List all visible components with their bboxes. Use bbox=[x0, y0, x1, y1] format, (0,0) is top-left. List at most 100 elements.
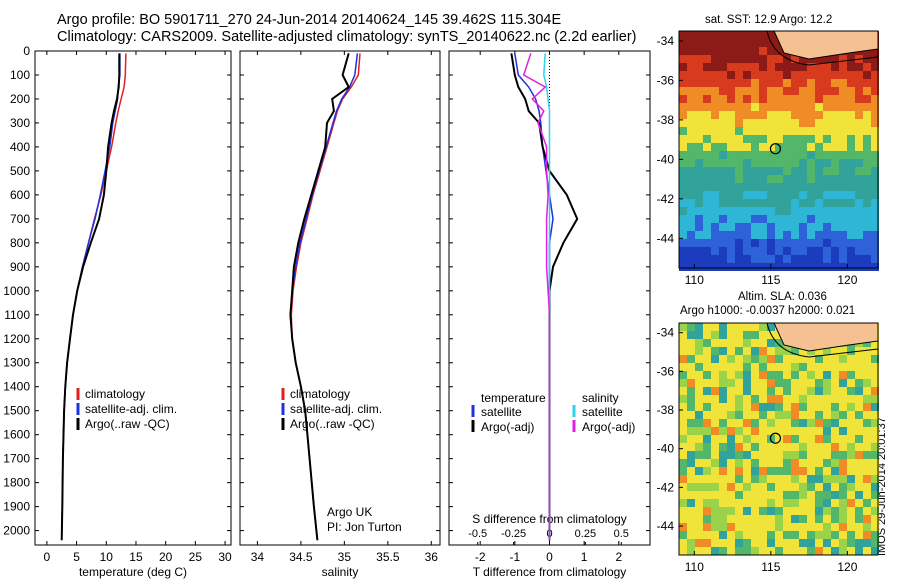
sla-map-cell bbox=[695, 443, 703, 451]
sla-map-cell bbox=[719, 547, 727, 555]
sla-map-cell bbox=[743, 331, 751, 339]
sst-map-cell bbox=[703, 159, 711, 167]
sst-map-cell bbox=[791, 167, 799, 175]
sst-map-cell bbox=[767, 231, 775, 239]
sst-map-cell bbox=[703, 167, 711, 175]
sla-map-cell bbox=[751, 403, 759, 411]
sst-map-cell bbox=[863, 71, 871, 79]
sst-map-cell bbox=[751, 39, 759, 47]
sst-map-cell bbox=[679, 159, 687, 167]
sst-map-cell bbox=[799, 191, 807, 199]
sst-map-cell bbox=[743, 255, 751, 263]
x-axis-label-diff: T difference from climatology bbox=[473, 565, 627, 579]
sla-map-cell bbox=[711, 475, 719, 483]
sst-map-cell bbox=[863, 207, 871, 215]
sst-map-cell bbox=[759, 47, 767, 55]
sst-map-cell bbox=[807, 127, 815, 135]
sst-map-cell bbox=[815, 111, 823, 119]
sla-map-cell bbox=[743, 347, 751, 355]
sst-map-cell bbox=[767, 87, 775, 95]
map-lon-label: 120 bbox=[837, 560, 857, 574]
sla-map-cell bbox=[855, 355, 863, 363]
sla-map-cell bbox=[719, 363, 727, 371]
sla-map-cell bbox=[751, 339, 759, 347]
sst-map-cell bbox=[687, 207, 695, 215]
sla-map-cell bbox=[719, 419, 727, 427]
sla-map-cell bbox=[855, 403, 863, 411]
sla-map-cell bbox=[783, 371, 791, 379]
sla-map-cell bbox=[783, 491, 791, 499]
sla-map-cell bbox=[799, 403, 807, 411]
sst-map-cell bbox=[719, 39, 727, 47]
sst-map-cell bbox=[751, 103, 759, 111]
sst-map-cell bbox=[799, 207, 807, 215]
sla-map-cell bbox=[703, 363, 711, 371]
sla-map-cell bbox=[855, 459, 863, 467]
sla-map-cell bbox=[695, 547, 703, 555]
sla-map-cell bbox=[823, 427, 831, 435]
sst-map-cell bbox=[831, 159, 839, 167]
sst-map-cell bbox=[847, 247, 855, 255]
sla-map-cell bbox=[743, 459, 751, 467]
sst-map-cell bbox=[735, 255, 743, 263]
sla-map-cell bbox=[679, 491, 687, 499]
sla-map-cell bbox=[695, 331, 703, 339]
sst-map-cell bbox=[855, 207, 863, 215]
sla-map-cell bbox=[783, 355, 791, 363]
sst-map-cell bbox=[775, 111, 783, 119]
map-lat-label: -44 bbox=[657, 231, 675, 245]
sst-map-cell bbox=[871, 223, 879, 231]
sla-map-cell bbox=[767, 459, 775, 467]
sla-map-cell bbox=[791, 443, 799, 451]
sst-map-cell bbox=[711, 247, 719, 255]
sla-map-cell bbox=[679, 411, 687, 419]
sla-map-cell bbox=[687, 475, 695, 483]
sla-map-cell bbox=[863, 395, 871, 403]
sla-map-cell bbox=[727, 339, 735, 347]
sst-map-cell bbox=[743, 135, 751, 143]
sst-map-cell bbox=[847, 151, 855, 159]
sst-map-cell bbox=[695, 71, 703, 79]
sla-map-cell bbox=[799, 459, 807, 467]
sla-map-cell bbox=[783, 387, 791, 395]
sla-map-cell bbox=[871, 339, 879, 347]
sla-map-cell bbox=[775, 507, 783, 515]
sla-map-cell bbox=[767, 499, 775, 507]
sst-map-cell bbox=[775, 191, 783, 199]
sla-map-cell bbox=[815, 467, 823, 475]
sla-map-cell bbox=[847, 419, 855, 427]
sst-map-cell bbox=[807, 215, 815, 223]
sst-map-cell bbox=[775, 119, 783, 127]
sla-map-cell bbox=[831, 403, 839, 411]
sst-map-cell bbox=[855, 159, 863, 167]
x-tick-label-sal: 36 bbox=[425, 550, 439, 564]
sla-map-cell bbox=[719, 483, 727, 491]
sla-map-cell bbox=[775, 499, 783, 507]
sla-map-cell bbox=[679, 347, 687, 355]
sla-map-cell bbox=[863, 371, 871, 379]
sst-map-cell bbox=[719, 47, 727, 55]
sst-map-cell bbox=[831, 119, 839, 127]
sla-map-cell bbox=[711, 547, 719, 555]
sla-map-cell bbox=[743, 435, 751, 443]
sst-map-cell bbox=[855, 191, 863, 199]
sla-map-cell bbox=[679, 339, 687, 347]
sla-map-cell bbox=[719, 459, 727, 467]
sst-map-cell bbox=[695, 119, 703, 127]
sst-map-cell bbox=[751, 159, 759, 167]
sst-map-cell bbox=[679, 151, 687, 159]
sla-map-cell bbox=[743, 323, 751, 331]
sla-map-cell bbox=[695, 411, 703, 419]
sst-map-cell bbox=[743, 119, 751, 127]
sla-map-cell bbox=[711, 379, 719, 387]
sla-map-cell bbox=[807, 539, 815, 547]
sst-map-title: sat. SST: 12.9 Argo: 12.2 bbox=[705, 14, 833, 26]
x-axis-label-sal: salinity bbox=[322, 565, 359, 579]
sla-map-cell bbox=[711, 323, 719, 331]
sst-map-cell bbox=[791, 175, 799, 183]
sla-map-cell bbox=[823, 507, 831, 515]
sst-map-cell bbox=[687, 103, 695, 111]
sst-map-cell bbox=[839, 63, 847, 71]
sst-map-cell bbox=[839, 135, 847, 143]
sla-map-cell bbox=[679, 403, 687, 411]
